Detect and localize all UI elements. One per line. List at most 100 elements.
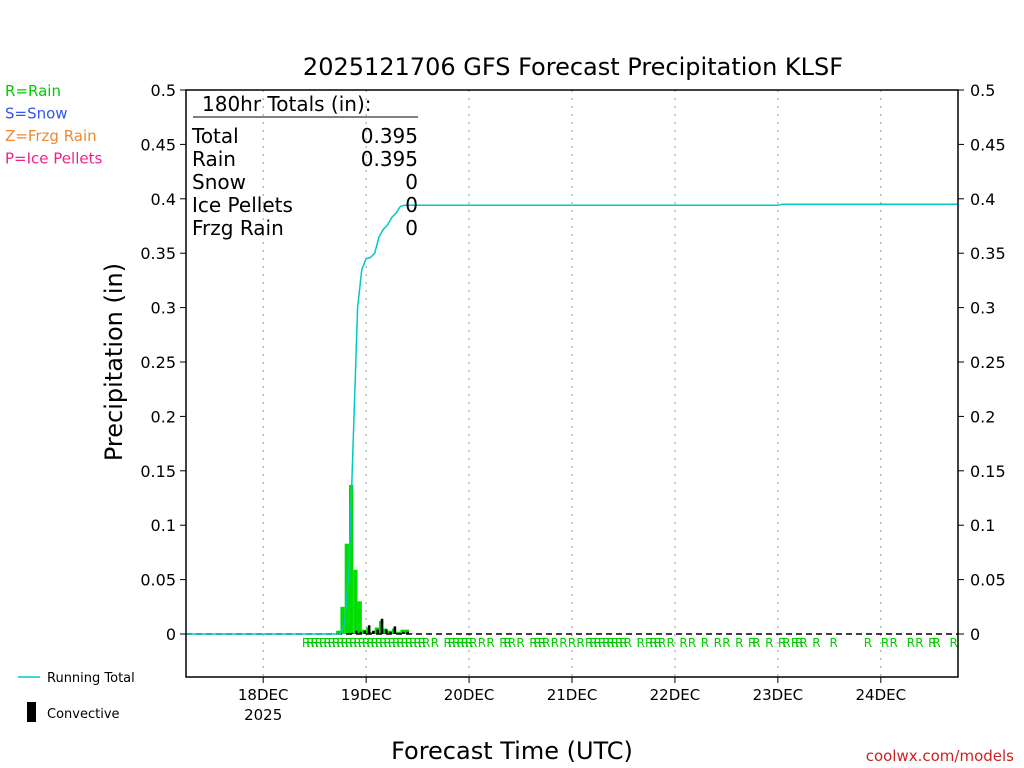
rain-marker: R xyxy=(606,636,614,650)
rain-marker: R xyxy=(302,636,310,650)
rain-marker: R xyxy=(538,636,546,650)
rain-marker: R xyxy=(782,636,790,650)
x-tick-label: 24DEC xyxy=(856,686,907,704)
rain-marker: R xyxy=(409,636,417,650)
credit-link[interactable]: coolwx.com/models xyxy=(866,747,1014,765)
rain-marker: R xyxy=(366,636,374,650)
y-tick-label-right: 0.45 xyxy=(970,135,1006,154)
rain-marker: R xyxy=(379,636,387,650)
convective-bar xyxy=(354,630,358,634)
rain-marker: R xyxy=(799,636,807,650)
y-tick-label-left: 0.45 xyxy=(140,135,176,154)
rain-marker: R xyxy=(615,636,623,650)
totals-row-value: 0 xyxy=(405,170,418,194)
rain-marker: R xyxy=(559,636,567,650)
convective-bar xyxy=(376,629,379,634)
rain-marker: R xyxy=(576,636,584,650)
y-tick-label-left: 0.35 xyxy=(140,244,176,263)
rain-marker: R xyxy=(594,636,602,650)
rain-marker: R xyxy=(722,636,730,650)
convective-bar xyxy=(367,625,371,634)
rain-marker: R xyxy=(679,636,687,650)
y-tick-label-right: 0.2 xyxy=(970,407,995,426)
rain-marker: R xyxy=(542,636,550,650)
rain-marker: R xyxy=(950,636,958,650)
rain-marker: R xyxy=(349,636,357,650)
rain-marker: R xyxy=(829,636,837,650)
rain-marker: R xyxy=(401,636,409,650)
rain-marker: R xyxy=(469,636,477,650)
rain-marker: R xyxy=(602,636,610,650)
rain-marker: R xyxy=(791,636,799,650)
rain-marker: R xyxy=(392,636,400,650)
series-legend: Running Total Convective xyxy=(18,671,135,722)
rain-marker: R xyxy=(383,636,391,650)
convective-bar xyxy=(393,626,397,634)
x-tick-sublabel: 2025 xyxy=(244,706,282,724)
rain-marker: R xyxy=(371,636,379,650)
precip-bars xyxy=(336,484,414,634)
convective-bar xyxy=(372,630,375,634)
rain-marker: R xyxy=(328,636,336,650)
convective-bar xyxy=(389,631,392,634)
rain-marker: R xyxy=(795,636,803,650)
y-tick-label-right: 0.4 xyxy=(970,190,995,209)
y-tick-label-left: 0.25 xyxy=(140,353,176,372)
rain-marker: R xyxy=(619,636,627,650)
rain-marker: R xyxy=(611,636,619,650)
rain-marker: R xyxy=(306,636,314,650)
rain-bar xyxy=(340,606,345,634)
type-legend-item: P=Ice Pellets xyxy=(5,150,102,168)
rain-marker: R xyxy=(503,636,511,650)
y-tick-label-left: 0.2 xyxy=(151,407,176,426)
rain-marker: R xyxy=(443,636,451,650)
running-total-line xyxy=(186,203,958,635)
rain-marker: R xyxy=(636,636,644,650)
rain-marker: R xyxy=(748,636,756,650)
totals-row-value: 0 xyxy=(405,216,418,240)
rain-marker: R xyxy=(534,636,542,650)
rain-marker: R xyxy=(654,636,662,650)
rain-marker: R xyxy=(461,636,469,650)
running-total-line-group xyxy=(186,203,958,635)
convective-legend-label: Convective xyxy=(47,707,120,722)
rain-marker: R xyxy=(422,636,430,650)
rain-marker: R xyxy=(529,636,537,650)
totals-box: 180hr Totals (in): Total 0.395 Rain 0.395 Sn… xyxy=(191,92,418,240)
precip-type-legend: R=Rain S=Snow Z=Frzg Rain P=Ice Pellets xyxy=(5,82,102,168)
rain-marker: R xyxy=(658,636,666,650)
rain-marker: R xyxy=(362,636,370,650)
rain-marker: R xyxy=(666,636,674,650)
rain-marker: R xyxy=(452,636,460,650)
rain-marker: R xyxy=(589,636,597,650)
rain-marker: R xyxy=(585,636,593,650)
y-tick-label-left: 0.1 xyxy=(151,516,176,535)
rain-bar xyxy=(336,630,341,634)
rain-marker: R xyxy=(332,636,340,650)
y-tick-label-left: 0.05 xyxy=(140,571,176,590)
rain-marker: R xyxy=(405,636,413,650)
rain-marker: R xyxy=(456,636,464,650)
rain-marker: R xyxy=(932,636,940,650)
rain-marker: R xyxy=(928,636,936,650)
rain-marker: R xyxy=(431,636,439,650)
rain-marker: R xyxy=(448,636,456,650)
y-axis-label: Precipitation (in) xyxy=(100,263,128,461)
chart-title: 2025121706 GFS Forecast Precipitation KL… xyxy=(303,53,843,81)
y-tick-label-left: 0.15 xyxy=(140,462,176,481)
y-tick-label-right: 0.05 xyxy=(970,571,1006,590)
y-tick-label-right: 0.25 xyxy=(970,353,1006,372)
totals-row-label: Ice Pellets xyxy=(192,193,293,217)
rain-marker: R xyxy=(688,636,696,650)
y-tick-label-right: 0.15 xyxy=(970,462,1006,481)
y-tick-label-left: 0.3 xyxy=(151,299,176,318)
rain-marker: R xyxy=(907,636,915,650)
rain-marker: R xyxy=(765,636,773,650)
y-tick-label-right: 0.1 xyxy=(970,516,995,535)
running-total-legend-label: Running Total xyxy=(47,671,135,686)
rain-marker: R xyxy=(881,636,889,650)
rain-marker: R xyxy=(499,636,507,650)
rain-marker: R xyxy=(310,636,318,650)
rain-marker: R xyxy=(516,636,524,650)
